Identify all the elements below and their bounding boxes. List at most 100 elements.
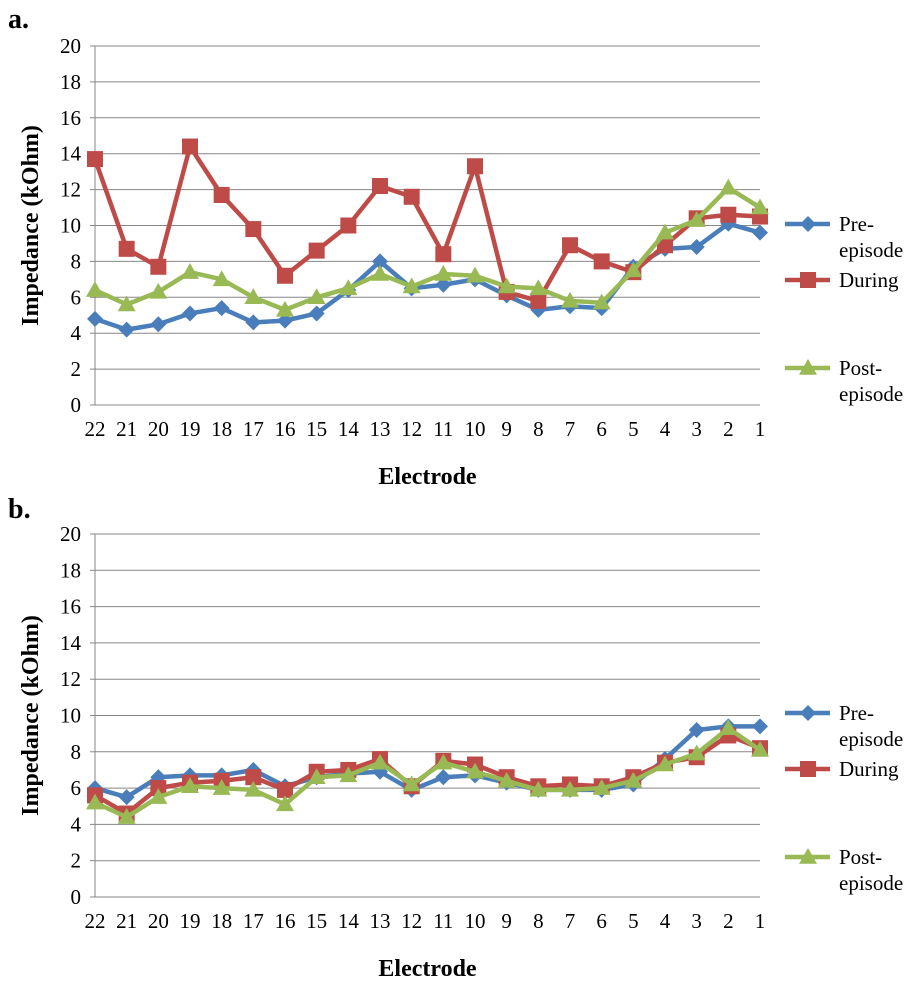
x-tick-label: 6 bbox=[596, 417, 607, 441]
data-point bbox=[212, 270, 231, 287]
chart-panel-a: a. 0 2 4 6 8 10 12 14 16 18 20 22 21 20 19 18 17 16 15 14 13… bbox=[8, 4, 903, 490]
y-tick-label: 0 bbox=[71, 885, 82, 909]
legend-label: Post- bbox=[839, 356, 882, 380]
data-point bbox=[687, 744, 706, 761]
data-point bbox=[624, 261, 643, 278]
legend-label: episode bbox=[839, 871, 903, 895]
data-point bbox=[277, 781, 293, 798]
data-point bbox=[435, 769, 452, 786]
data-point bbox=[245, 221, 262, 238]
data-point bbox=[307, 288, 326, 305]
data-point bbox=[86, 793, 104, 810]
x-tick-label: 6 bbox=[596, 909, 607, 933]
data-point bbox=[150, 258, 167, 275]
x-tick-label: 18 bbox=[211, 417, 232, 441]
x-tick-label: 4 bbox=[660, 417, 671, 441]
legend-label: Pre- bbox=[839, 701, 874, 725]
data-point bbox=[117, 808, 136, 824]
data-point bbox=[277, 312, 293, 329]
x-tick-label: 18 bbox=[211, 909, 232, 933]
data-point bbox=[117, 295, 136, 312]
y-tick-label: 16 bbox=[60, 106, 81, 130]
data-point bbox=[149, 788, 168, 804]
legend-item: Post-episode bbox=[785, 845, 903, 895]
data-point bbox=[656, 755, 674, 772]
data-point bbox=[308, 242, 325, 259]
y-tick-label: 20 bbox=[60, 522, 81, 546]
series-post-episode bbox=[86, 178, 769, 317]
data-point bbox=[467, 158, 483, 175]
x-tick-label: 2 bbox=[723, 417, 734, 441]
data-point bbox=[561, 291, 579, 308]
data-point bbox=[371, 264, 389, 281]
legend-item: During bbox=[785, 757, 899, 781]
y-tick-label: 14 bbox=[60, 631, 82, 655]
data-point bbox=[339, 766, 358, 783]
data-point bbox=[371, 753, 389, 770]
y-tick-label: 10 bbox=[60, 214, 81, 238]
data-point bbox=[751, 740, 769, 757]
data-point bbox=[372, 178, 388, 195]
y-tick-label: 4 bbox=[71, 321, 82, 345]
x-tick-label: 17 bbox=[243, 909, 264, 933]
data-point bbox=[118, 789, 135, 806]
data-point bbox=[150, 780, 167, 797]
data-point bbox=[86, 281, 104, 297]
data-point bbox=[372, 253, 388, 270]
x-tick-label: 21 bbox=[116, 417, 137, 441]
y-tick-label: 18 bbox=[60, 70, 81, 94]
y-tick-label: 2 bbox=[71, 849, 82, 873]
data-point bbox=[656, 223, 674, 240]
y-tick-label: 10 bbox=[60, 704, 81, 728]
data-point bbox=[402, 277, 421, 294]
legend-item: During bbox=[785, 268, 899, 292]
data-point bbox=[277, 267, 293, 284]
data-point bbox=[340, 217, 357, 234]
data-point bbox=[244, 780, 263, 797]
y-tick-label: 16 bbox=[60, 595, 81, 619]
x-tick-label: 5 bbox=[628, 909, 639, 933]
panel-label: a. bbox=[8, 4, 29, 35]
x-tick-label: 1 bbox=[755, 909, 766, 933]
series-post-episode bbox=[86, 719, 769, 824]
data-point bbox=[181, 777, 199, 794]
legend-label: Post- bbox=[839, 845, 882, 869]
x-tick-label: 16 bbox=[275, 417, 296, 441]
x-tick-label: 13 bbox=[370, 417, 391, 441]
legend-label: Pre- bbox=[839, 212, 874, 236]
x-tick-label: 3 bbox=[691, 909, 702, 933]
data-point bbox=[118, 321, 135, 338]
x-tick-label: 7 bbox=[565, 909, 576, 933]
data-point bbox=[213, 186, 230, 203]
y-axis-title: Impedance (kOhm) bbox=[18, 125, 44, 326]
series-line bbox=[92, 144, 761, 304]
y-tick-label: 2 bbox=[71, 357, 82, 381]
x-tick-label: 9 bbox=[501, 909, 512, 933]
data-point bbox=[308, 305, 325, 322]
data-point bbox=[244, 288, 263, 305]
x-tick-label: 14 bbox=[338, 417, 360, 441]
x-tick-label: 1 bbox=[755, 417, 766, 441]
y-tick-label: 20 bbox=[60, 34, 81, 58]
x-tick-label: 12 bbox=[401, 909, 422, 933]
data-point bbox=[561, 780, 579, 797]
x-tick-label: 2 bbox=[723, 909, 734, 933]
data-point bbox=[562, 237, 578, 254]
data-point bbox=[434, 264, 453, 281]
data-point bbox=[149, 282, 168, 299]
x-tick-label: 4 bbox=[660, 909, 671, 933]
data-point bbox=[212, 779, 231, 795]
y-tick-label: 4 bbox=[71, 812, 82, 836]
series-line bbox=[94, 725, 762, 820]
y-tick-label: 12 bbox=[60, 667, 81, 691]
data-point bbox=[276, 795, 294, 812]
data-point bbox=[434, 753, 453, 770]
data-point bbox=[752, 718, 768, 735]
data-point bbox=[719, 719, 738, 735]
legend-label: episode bbox=[839, 727, 903, 751]
x-tick-label: 8 bbox=[533, 909, 544, 933]
data-point bbox=[466, 762, 484, 779]
legend: Pre-episode During Post-episode bbox=[785, 701, 903, 895]
data-point bbox=[688, 722, 705, 739]
